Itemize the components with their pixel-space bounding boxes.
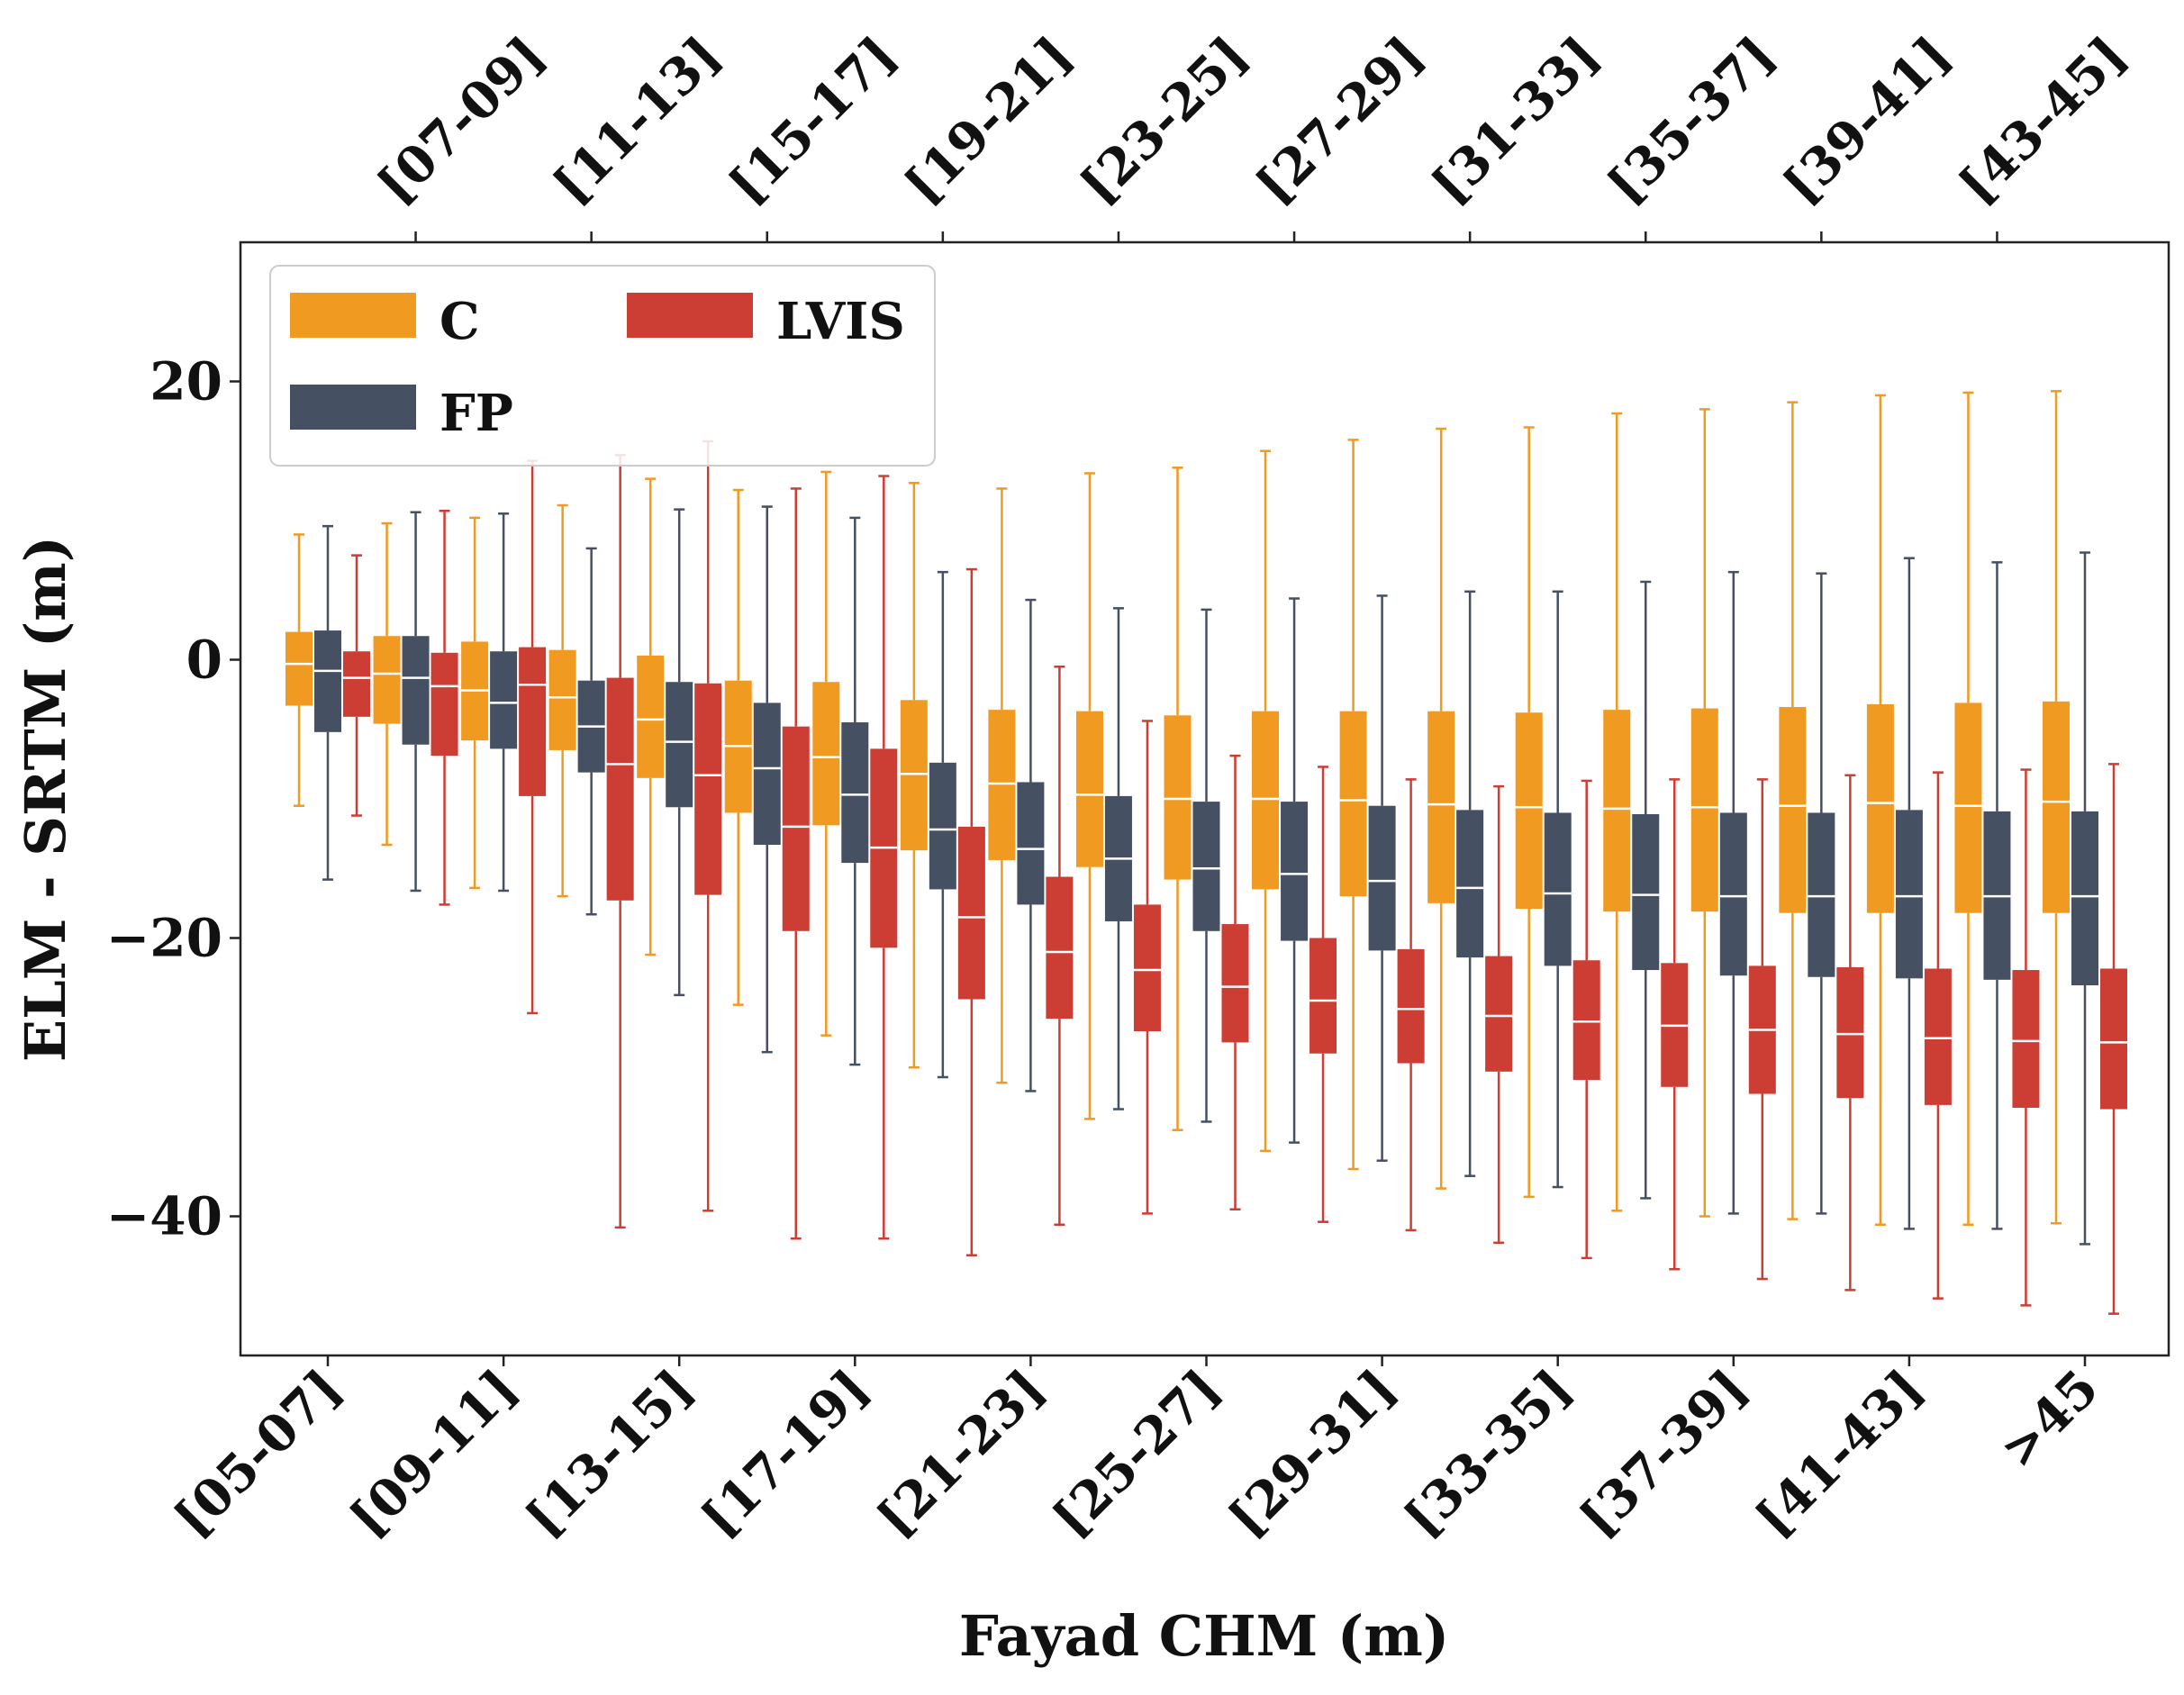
y-tick-label: −40 [106,1186,222,1247]
x-axis-top: [07-09][11-13][15-17][19-21][23-25][27-2… [367,25,2138,242]
box-lvis-20 [2100,968,2127,1110]
legend-label-fp: FP [440,384,513,443]
box-lvis-18 [1924,968,1952,1105]
box-lvis-0 [343,651,370,717]
box-fp-8 [1017,782,1045,905]
x-tick-label-bottom: [25-27] [1042,1358,1232,1548]
box-lvis-1 [430,652,458,757]
box-c-15 [1603,710,1631,912]
plot-frame [239,240,2170,1357]
box-lvis-10 [1221,924,1249,1043]
box-c-4 [637,655,665,778]
x-tick-label-top: [27-29] [1245,25,1435,215]
box-lvis-19 [2012,970,2040,1108]
box-lvis-13 [1485,956,1513,1072]
box-fp-15 [1632,813,1660,971]
box-fp-16 [1719,812,1747,976]
box-lvis-7 [957,826,985,1000]
box-fp-1 [402,636,430,745]
box-fp-13 [1456,810,1484,958]
box-c-18 [1866,703,1894,913]
x-tick-label-bottom: [41-43] [1744,1358,1935,1548]
box-fp-10 [1192,802,1220,931]
box-c-3 [548,649,576,750]
box-lvis-4 [694,683,722,895]
box-fp-14 [1544,812,1572,966]
box-fp-11 [1281,802,1309,941]
x-tick-label-top: [19-21] [893,25,1083,215]
box-c-13 [1427,711,1455,903]
box-c-20 [2043,701,2070,913]
box-c-8 [988,710,1016,860]
box-c-0 [285,631,313,706]
x-tick-label-top: [15-17] [718,25,908,215]
series-c [285,390,2070,1227]
x-tick-label-bottom: [21-23] [866,1358,1056,1548]
y-tick-label: 20 [150,351,222,412]
y-tick-label: −20 [106,908,222,969]
x-tick-label-top: [07-09] [367,25,557,215]
x-axis-bottom: [05-07][09-11][13-15][17-19][21-23][25-2… [163,1355,2110,1548]
x-axis-title: Fayad CHM (m) [959,1603,1449,1669]
x-tick-label-top: [23-25] [1069,25,1259,215]
x-tick-label-bottom: >45 [1989,1358,2110,1480]
legend-label-lvis: LVIS [776,292,905,351]
x-tick-label-top: [39-41] [1772,25,1962,215]
box-c-19 [1954,702,1982,913]
box-c-14 [1515,712,1543,910]
x-tick-label-top: [43-45] [1948,25,2138,215]
box-lvis-2 [519,647,547,796]
box-fp-6 [841,722,869,864]
box-fp-18 [1895,810,1923,979]
box-c-10 [1164,715,1192,880]
box-lvis-8 [1046,876,1074,1020]
box-series-layer [285,390,2127,1315]
box-lvis-17 [1836,966,1864,1099]
x-tick-label-top: [31-33] [1420,25,1610,215]
box-lvis-9 [1133,904,1161,1032]
box-fp-5 [753,702,781,845]
legend-swatch-lvis [627,293,753,338]
y-tick-label: 0 [186,630,222,691]
legend-swatch-c [290,293,416,338]
box-fp-2 [490,651,518,749]
x-tick-label-top: [11-13] [542,25,732,215]
legend-frame [269,265,936,467]
series-fp [314,505,2098,1246]
x-tick-label-bottom: [17-19] [690,1358,880,1548]
x-tick-label-bottom: [37-39] [1569,1358,1759,1548]
legend-swatch-fp [290,385,416,430]
box-c-12 [1339,711,1367,897]
x-tick-label-bottom: [13-15] [514,1358,704,1548]
box-lvis-11 [1309,938,1337,1054]
box-fp-0 [314,630,341,732]
y-axis-title: ELM - SRTM (m) [13,536,78,1062]
box-fp-4 [666,682,693,808]
box-c-16 [1690,708,1718,912]
box-fp-12 [1368,805,1396,951]
box-fp-20 [2071,811,2098,986]
box-fp-17 [1808,812,1835,977]
legend-label-c: C [440,292,480,351]
box-c-1 [373,636,401,724]
legend: C FP LVIS [269,265,936,467]
x-tick-label-bottom: [09-11] [339,1358,529,1548]
box-lvis-3 [606,677,634,901]
box-lvis-5 [782,726,810,931]
box-fp-7 [929,762,956,890]
box-lvis-12 [1397,948,1425,1064]
x-tick-label-bottom: [05-07] [163,1358,353,1548]
box-c-11 [1252,711,1280,890]
box-c-9 [1075,711,1103,867]
box-lvis-14 [1572,960,1600,1081]
series-lvis [343,440,2127,1315]
box-c-6 [812,682,840,826]
x-tick-label-bottom: [29-31] [1218,1358,1408,1548]
x-tick-label-top: [35-37] [1596,25,1786,215]
x-tick-label-bottom: [33-35] [1393,1358,1583,1548]
y-axis: 20 0 −20 −40 [106,351,240,1247]
box-c-17 [1779,707,1807,913]
box-c-7 [900,700,928,851]
